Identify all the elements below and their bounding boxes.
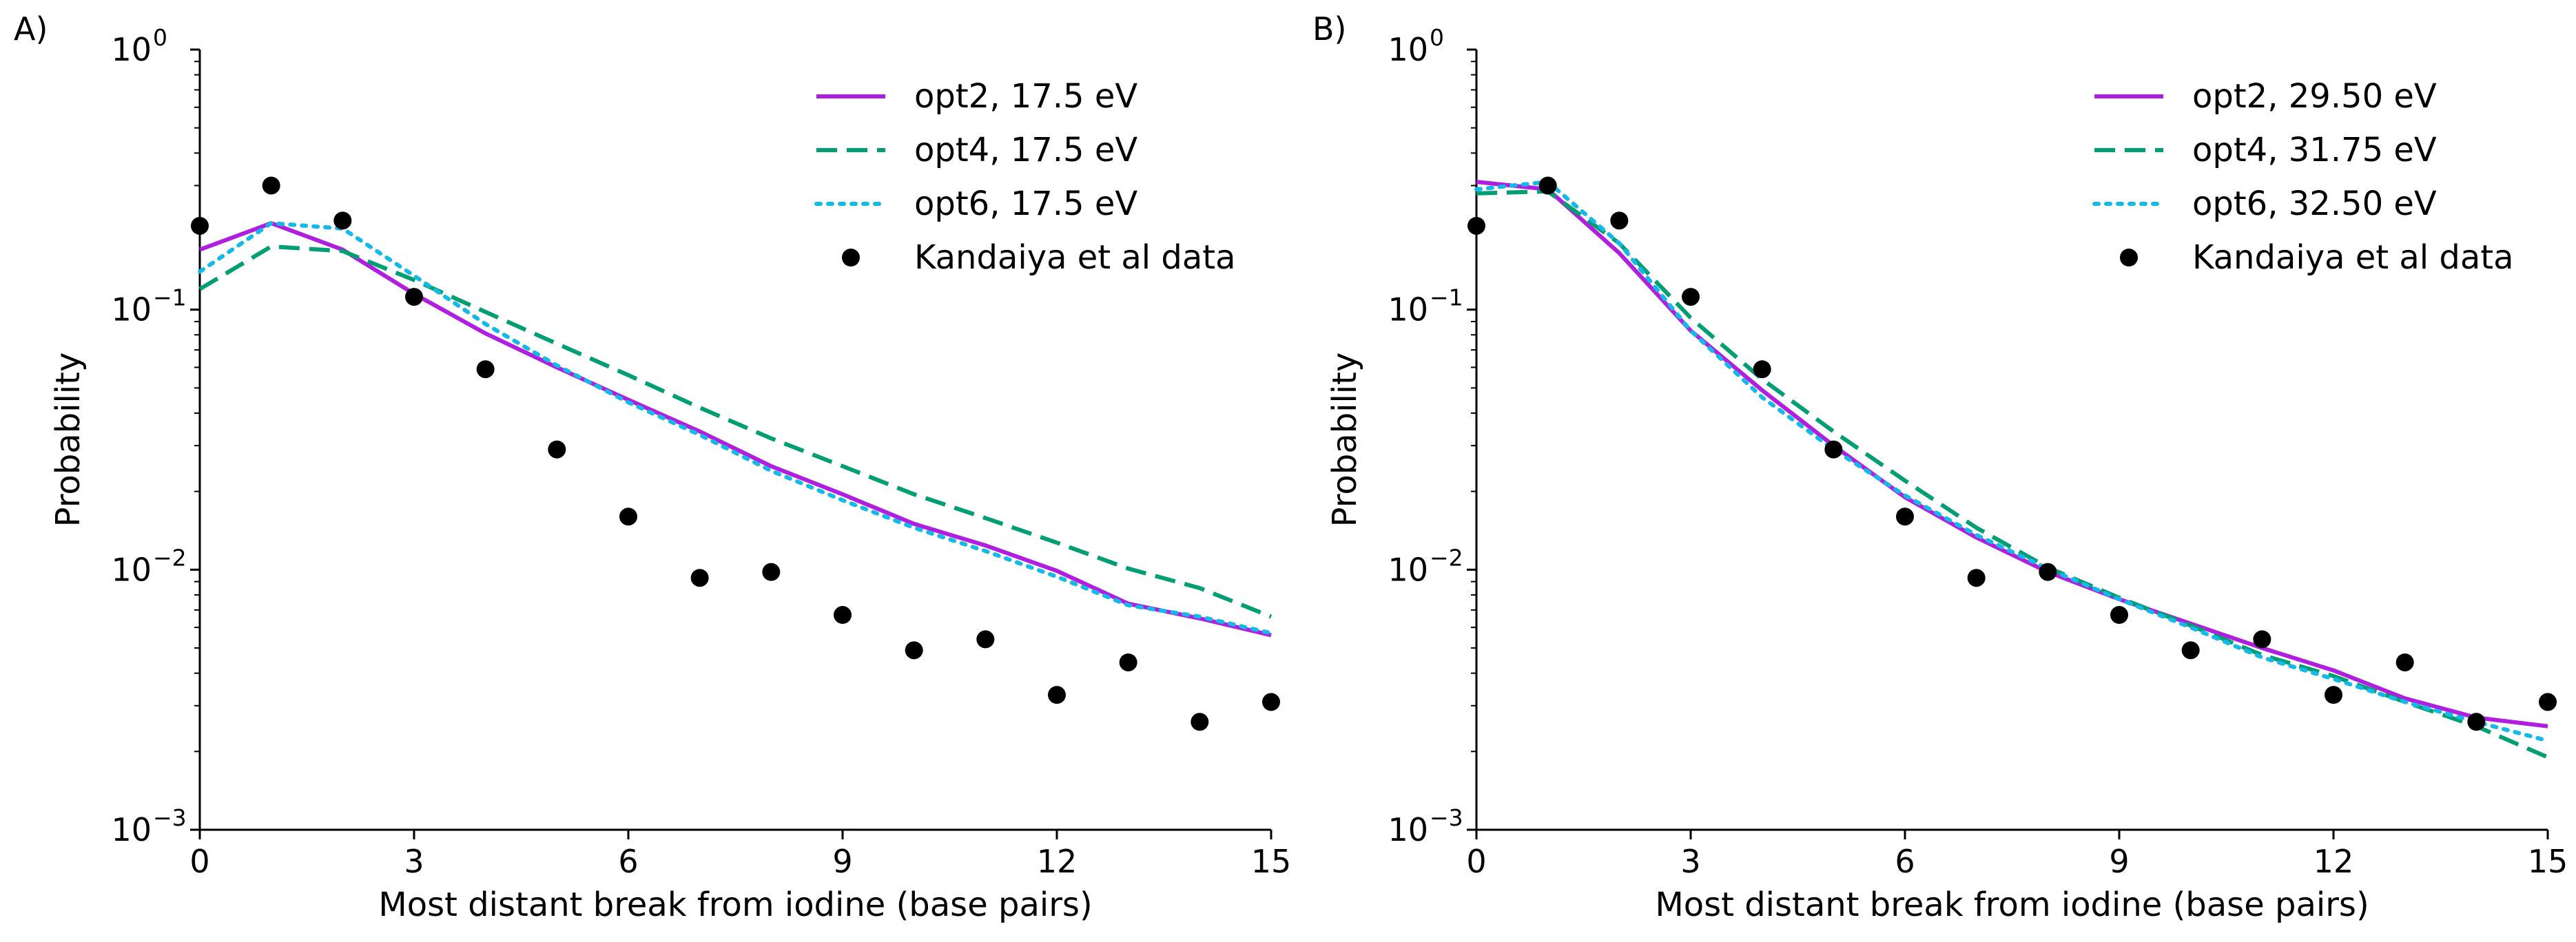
legend-label: Kandaiya et al data [914,238,1236,277]
data-point [2325,686,2342,704]
y-tick-exponent: −1 [1430,284,1463,311]
data-point [1538,176,1557,195]
data-point [2395,653,2414,671]
data-point [1753,360,1771,379]
legend-label: opt6, 17.5 eV [914,185,1137,223]
legend-label: opt2, 29.50 eV [2192,77,2437,116]
y-tick-label: 10 [111,31,152,68]
x-tick-label: 6 [1895,843,1915,880]
data-point [2539,693,2557,711]
data-point [905,641,923,660]
y-tick-label: 10 [111,811,152,848]
legend-label: opt4, 17.5 eV [914,131,1137,169]
x-axis-label: Most distant break from iodine (base pai… [1655,886,2369,924]
y-tick-label: 10 [111,291,152,328]
x-tick-label: 15 [1251,843,1292,880]
data-point [1967,569,1986,587]
x-tick-label: 3 [1680,843,1700,880]
legend-label: Kandaiya et al data [2192,238,2514,277]
y-tick-label: 10 [1388,31,1428,68]
data-point [834,606,852,625]
y-tick-exponent: −3 [1430,804,1463,831]
data-point [405,288,423,306]
legend-marker [842,249,860,266]
y-tick-label: 10 [1388,811,1428,848]
data-point [1191,713,1209,731]
data-point [1896,507,1914,526]
data-point [1467,216,1485,235]
panel-label: B) [1312,10,1347,48]
x-tick-label: 3 [404,843,424,880]
series-line-dotted [198,221,1273,636]
x-tick-label: 15 [2528,843,2568,880]
y-axis-label: Probability [1326,353,1364,527]
y-axis-label: Probability [49,353,87,527]
y-tick-exponent: 0 [153,24,167,51]
data-point [548,440,566,459]
x-tick-label: 12 [1037,843,1078,880]
series-line-solid [1476,180,2548,729]
data-point [2110,606,2128,625]
panel-label: A) [14,10,48,48]
y-tick-exponent: 0 [1430,24,1444,51]
data-point [619,507,637,526]
series-line-solid [198,221,1272,638]
y-tick-label: 10 [1388,291,1428,328]
data-point [2039,563,2057,581]
legend: opt2, 29.50 eV opt4, 31.75 eV opt6, 32.50 … [2092,77,2514,277]
legend-label: opt4, 31.75 eV [2192,131,2437,169]
y-tick-label: 10 [111,551,152,588]
data-point [1048,686,1066,704]
data-point [762,563,781,581]
series-line-dashed [198,244,1272,619]
data-point [2181,641,2200,660]
series-line-dotted [1474,180,2550,743]
legend-label: opt6, 32.50 eV [2192,185,2437,223]
data-point [1262,693,1280,711]
x-tick-label: 6 [618,843,638,880]
legend: opt2, 17.5 eV opt4, 17.5 eV opt6, 17.5 eV K… [814,77,1236,277]
data-point [1682,288,1700,306]
data-point [191,216,209,235]
data-point [1610,211,1629,230]
x-axis-label: Most distant break from iodine (base pai… [378,886,1092,924]
y-tick-label: 10 [1388,551,1428,588]
y-tick-exponent: −1 [153,284,187,311]
x-tick-label: 12 [2314,843,2354,880]
y-tick-exponent: −3 [153,804,187,831]
data-point [976,630,995,649]
data-point [476,360,495,379]
data-point [333,211,352,230]
legend-marker [2120,249,2138,266]
data-point [1824,440,1843,459]
y-tick-exponent: −2 [1430,544,1463,571]
x-tick-label: 9 [832,843,852,880]
data-point [1119,653,1137,671]
data-point [690,569,709,587]
y-tick-exponent: −2 [153,544,187,571]
data-point [2253,630,2271,649]
x-tick-label: 0 [189,843,209,880]
legend-label: opt2, 17.5 eV [914,77,1137,116]
data-point [262,176,280,195]
data-point [2467,713,2486,731]
x-tick-label: 0 [1466,843,1486,880]
x-tick-label: 9 [2109,843,2129,880]
